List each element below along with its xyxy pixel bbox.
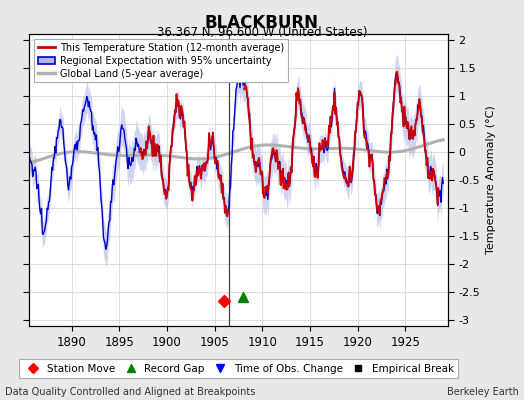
Y-axis label: Temperature Anomaly (°C): Temperature Anomaly (°C) (486, 106, 496, 254)
Legend: Station Move, Record Gap, Time of Obs. Change, Empirical Break: Station Move, Record Gap, Time of Obs. C… (19, 359, 458, 378)
Text: Berkeley Earth: Berkeley Earth (447, 387, 519, 397)
Text: 36.367 N, 96.600 W (United States): 36.367 N, 96.600 W (United States) (157, 26, 367, 39)
Text: Data Quality Controlled and Aligned at Breakpoints: Data Quality Controlled and Aligned at B… (5, 387, 256, 397)
Text: BLACKBURN: BLACKBURN (205, 14, 319, 32)
